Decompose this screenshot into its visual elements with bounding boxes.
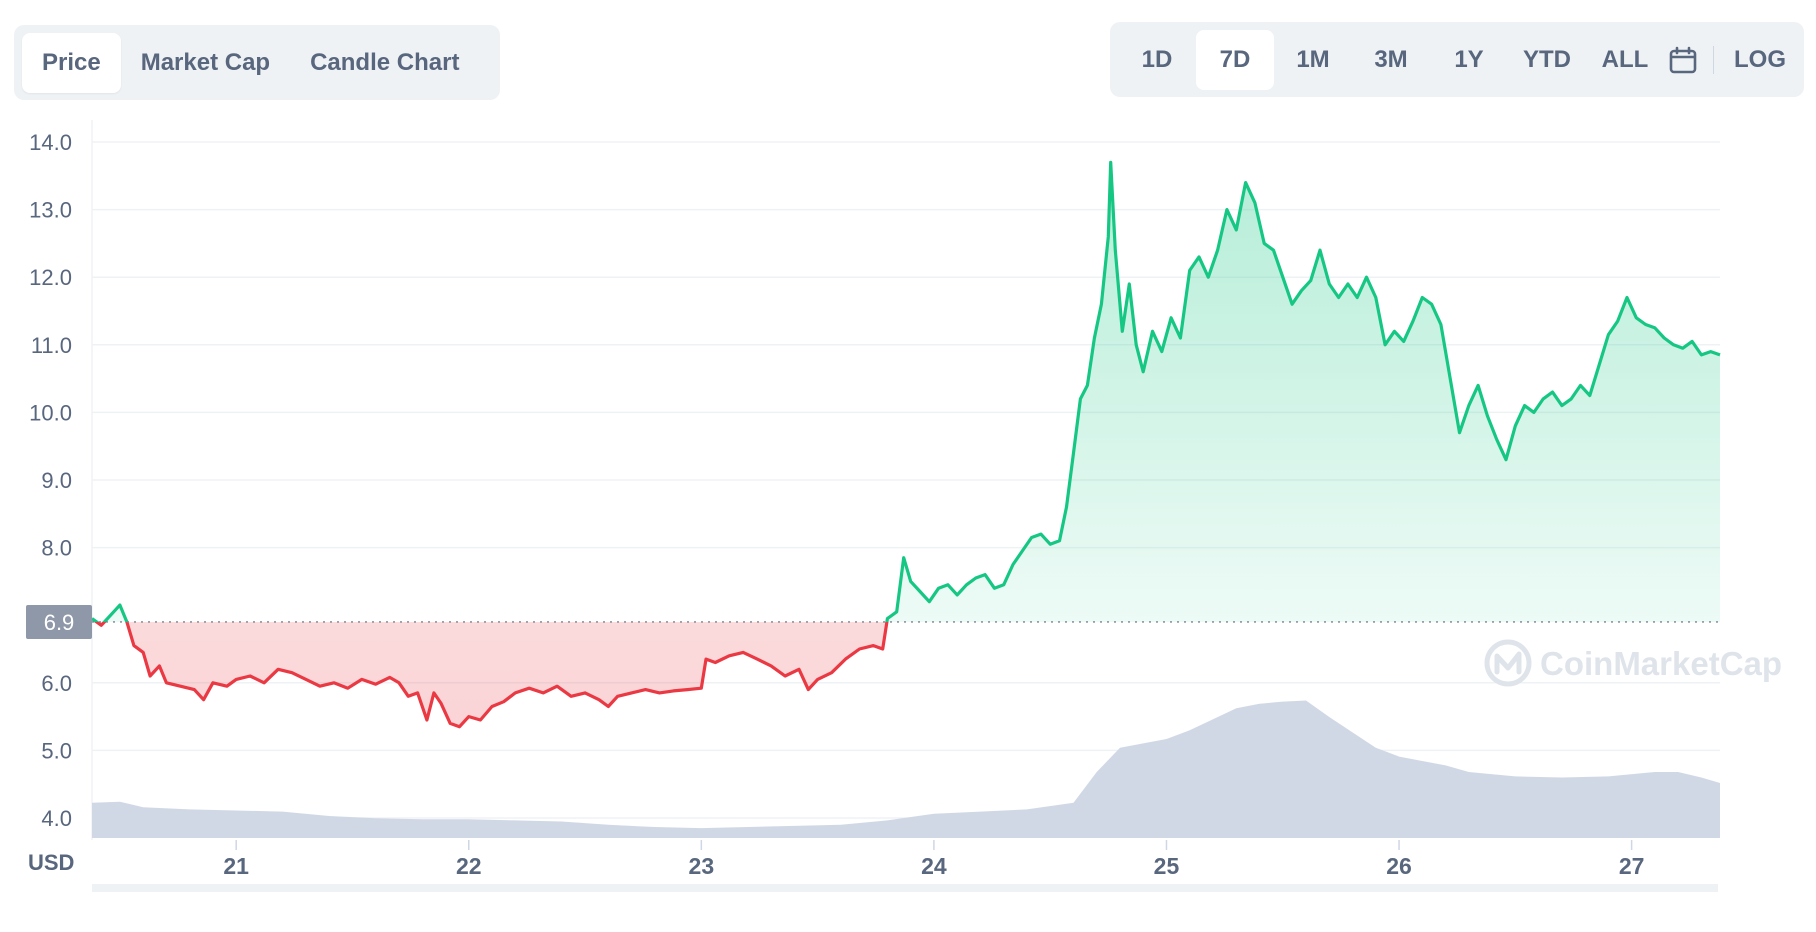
price-area-down	[92, 621, 1720, 727]
tab-candle-chart[interactable]: Candle Chart	[310, 48, 460, 76]
baseline-label: 6.9	[44, 610, 75, 635]
y-tick-label: 5.0	[41, 738, 72, 763]
time-range-selector: 1D 7D 1M 3M 1Y YTD ALL LOG	[1110, 22, 1804, 97]
chart-type-tabs: Price Market Cap Candle Chart	[14, 25, 500, 100]
x-tick-label: 26	[1386, 853, 1412, 879]
volume-area	[92, 700, 1720, 838]
range-navigator-track	[92, 884, 1718, 892]
y-tick-label: 9.0	[41, 468, 72, 493]
range-divider	[1712, 45, 1714, 74]
y-tick-label: 8.0	[41, 536, 72, 561]
range-all-button[interactable]: ALL	[1601, 45, 1649, 73]
x-tick-label: 24	[921, 853, 947, 879]
range-1y-button[interactable]: 1Y	[1454, 45, 1484, 73]
y-tick-label: 4.0	[41, 806, 72, 831]
y-tick-label: 14.0	[29, 130, 72, 155]
y-tick-label: 6.0	[41, 671, 72, 696]
range-7d-button[interactable]: 7D	[1196, 29, 1274, 90]
x-tick-label: 21	[223, 853, 249, 879]
y-axis: 14.0 13.0 12.0 11.0 10.0 9.0 8.0 6.0 5.0 4.0	[29, 130, 72, 831]
y-tick-label: 11.0	[31, 333, 72, 358]
price-line-up	[91, 160, 1721, 622]
x-tick-label: 22	[456, 853, 482, 879]
coinmarketcap-watermark: CoinMarketCap	[1484, 639, 1782, 687]
x-axis: 21 22 23 24 25 26 27	[223, 840, 1644, 879]
price-line-down	[93, 621, 889, 729]
range-ytd-button[interactable]: YTD	[1523, 45, 1571, 73]
tab-market-cap[interactable]: Market Cap	[140, 48, 271, 76]
range-3m-button[interactable]: 3M	[1374, 45, 1408, 73]
range-1d-button[interactable]: 1D	[1141, 45, 1173, 73]
currency-label: USD	[28, 850, 74, 875]
tab-price[interactable]: Price	[22, 32, 121, 93]
x-tick-label: 23	[689, 853, 715, 879]
x-tick-label: 25	[1154, 853, 1180, 879]
calendar-icon[interactable]	[1664, 30, 1703, 90]
watermark-text: CoinMarketCap	[1540, 645, 1782, 682]
x-tick-label: 27	[1619, 853, 1645, 879]
y-tick-label: 10.0	[29, 400, 72, 425]
log-scale-toggle[interactable]: LOG	[1734, 45, 1786, 73]
price-area	[92, 162, 1720, 727]
y-tick-label: 12.0	[29, 265, 72, 290]
baseline-badge: 6.9	[26, 604, 92, 639]
price-line	[91, 160, 1721, 729]
y-tick-label: 13.0	[29, 198, 72, 223]
range-1m-button[interactable]: 1M	[1296, 45, 1330, 73]
